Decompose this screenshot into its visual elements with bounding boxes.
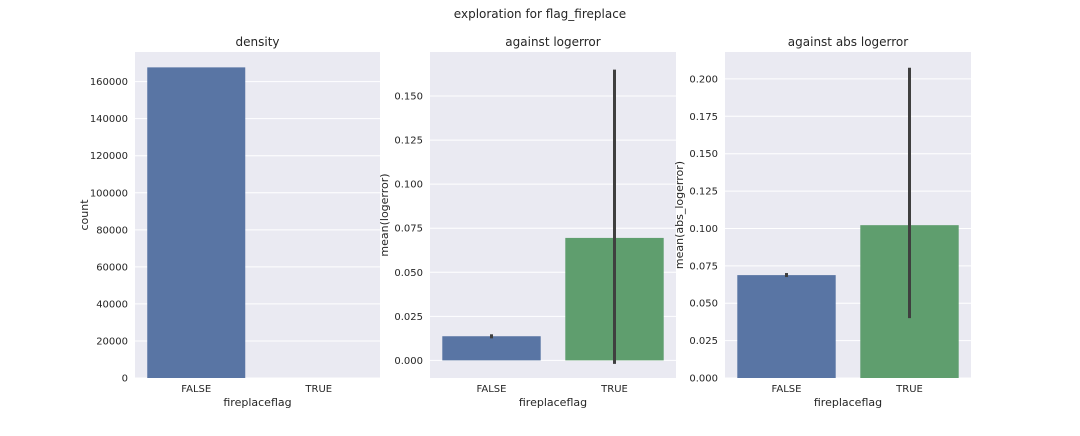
y-tick-label: 0.200	[689, 74, 718, 85]
x-tick-label-false: FALSE	[181, 384, 211, 395]
y-axis-label: mean(abs_logerror)	[673, 161, 686, 269]
bar-false	[147, 67, 246, 378]
y-tick-label: 160000	[90, 77, 128, 88]
figure-title: exploration for flag_fireplace	[454, 7, 626, 21]
x-tick-label-true: TRUE	[304, 384, 332, 395]
y-tick-label: 20000	[96, 336, 128, 347]
y-tick-label: 0.075	[394, 224, 423, 235]
y-tick-label: 0.075	[689, 261, 718, 272]
y-tick-label: 60000	[96, 262, 128, 273]
x-axis-label: fireplaceflag	[519, 396, 587, 409]
chart-against-abs-logerror: 0.000 0.025 0.050 0.075 0.100 0.125 0.150 0.175…	[673, 35, 971, 409]
y-tick-label: 120000	[90, 151, 128, 162]
subplot-title: density	[236, 35, 280, 49]
y-tick-label: 140000	[90, 114, 128, 125]
bar-false	[442, 336, 541, 361]
y-tick-label: 0.125	[394, 136, 423, 147]
y-tick-label: 0.025	[394, 312, 423, 323]
y-axis-label: mean(logerror)	[378, 173, 391, 256]
x-tick-label-true: TRUE	[895, 384, 923, 395]
y-tick-label: 100000	[90, 188, 128, 199]
y-tick-label: 0.000	[394, 356, 423, 367]
y-tick-label: 0.025	[689, 336, 718, 347]
y-tick-label: 0.150	[689, 149, 718, 160]
bar-false	[737, 275, 836, 378]
y-tick-label: 80000	[96, 225, 128, 236]
x-axis-label: fireplaceflag	[814, 396, 882, 409]
y-tick-label: 0	[122, 374, 128, 385]
y-tick-label: 0.000	[689, 374, 718, 385]
subplot-title: against logerror	[505, 35, 600, 49]
y-tick-label: 0.150	[394, 92, 423, 103]
y-tick-label: 0.050	[394, 268, 423, 279]
x-axis-label: fireplaceflag	[223, 396, 291, 409]
chart-density: 0 20000 40000 60000 80000 100000 120000 140000 1…	[78, 35, 380, 409]
y-tick-label: 0.050	[689, 299, 718, 310]
chart-against-logerror: 0.000 0.025 0.050 0.075 0.100 0.125 0.150 FALSE…	[378, 35, 676, 409]
y-tick-label: 0.100	[394, 180, 423, 191]
y-tick-label: 0.175	[689, 112, 718, 123]
x-tick-label-false: FALSE	[772, 384, 802, 395]
x-tick-label-true: TRUE	[600, 384, 628, 395]
x-tick-label-false: FALSE	[477, 384, 507, 395]
subplot-title: against abs logerror	[788, 35, 908, 49]
y-tick-label: 0.100	[689, 224, 718, 235]
y-tick-label: 40000	[96, 299, 128, 310]
y-axis-label: count	[78, 199, 91, 231]
y-tick-label: 0.125	[689, 187, 718, 198]
